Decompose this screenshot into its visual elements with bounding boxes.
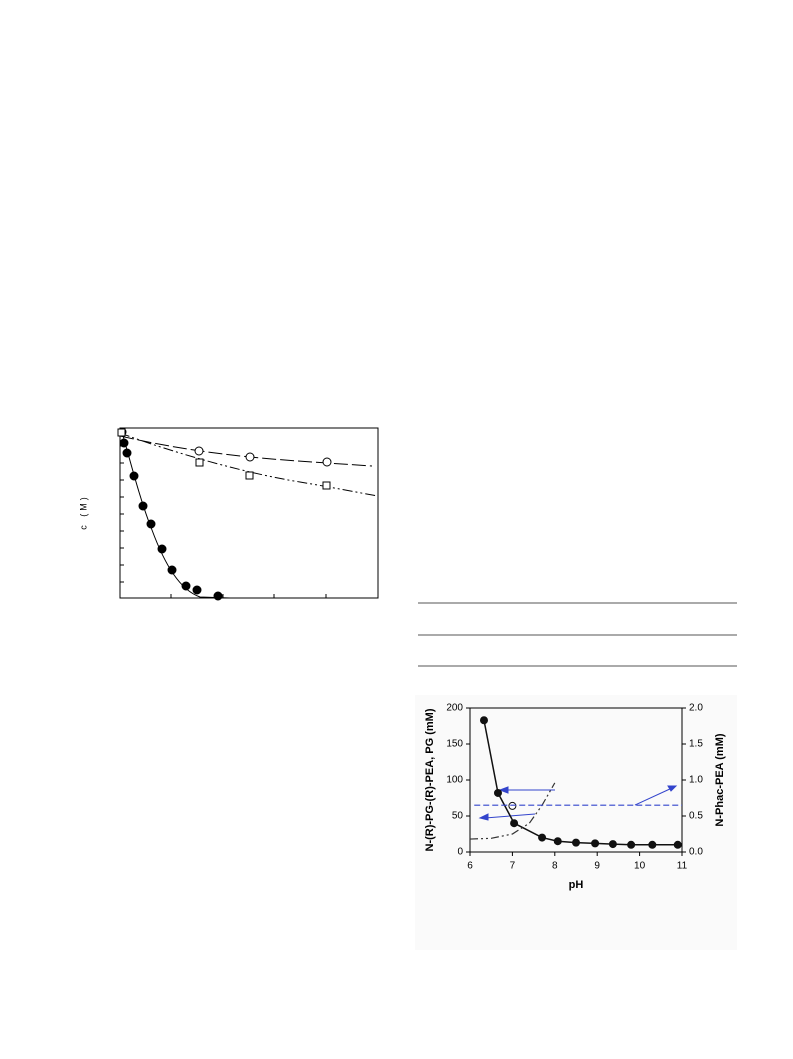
x-tick-label: 11 <box>677 861 688 872</box>
points <box>117 428 332 490</box>
data-point <box>510 819 519 828</box>
x-tick-label: 9 <box>594 861 600 872</box>
tick-marks <box>120 445 327 598</box>
data-point <box>591 839 600 848</box>
y-axis-label: c (M) <box>78 494 88 530</box>
y-tick-label: 50 <box>452 811 464 822</box>
data-point <box>553 837 562 846</box>
data-point <box>648 840 657 849</box>
points <box>117 427 223 601</box>
y2-axis-label: N-Phac-PEA (mM) <box>714 733 726 826</box>
y2-tick-label: 0.0 <box>689 847 703 858</box>
x-tick-label: 10 <box>634 861 646 872</box>
y2-tick-label: 0.5 <box>689 811 703 822</box>
data-point <box>572 838 580 847</box>
y-tick-label: 200 <box>446 703 463 714</box>
plot-frame <box>119 427 379 599</box>
y2-tick-label: 2.0 <box>689 703 703 714</box>
x-tick-label: 8 <box>552 861 558 872</box>
x-tick-label: 6 <box>467 861 473 872</box>
data-point <box>673 840 682 849</box>
figure-background <box>415 695 737 950</box>
series-line <box>469 782 556 840</box>
data-point <box>538 833 547 842</box>
y-tick-label: 100 <box>446 775 463 786</box>
table-rules <box>418 602 737 667</box>
y2-tick-label: 1.5 <box>689 739 703 750</box>
fit-curve <box>121 431 231 599</box>
y2-tick-label: 1.0 <box>689 775 703 786</box>
fit-curve <box>119 435 373 467</box>
left-figure <box>117 427 379 601</box>
fit-curve <box>119 432 379 497</box>
data-point <box>608 840 617 849</box>
y-tick-label: 150 <box>446 739 463 750</box>
data-point <box>493 788 502 797</box>
data-point <box>627 840 636 849</box>
data-point <box>479 716 488 725</box>
y-axis-label: N-(R)-PG-(R)-PEA, PG (mM) <box>424 708 436 851</box>
y-tick-label: 0 <box>457 847 463 858</box>
x-tick-label: 7 <box>510 861 516 872</box>
x-axis-label: pH <box>569 879 584 891</box>
data-point <box>508 801 517 810</box>
